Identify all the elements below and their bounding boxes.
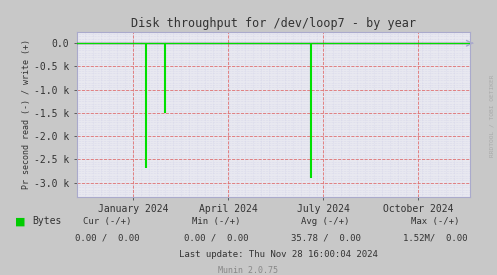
Text: Bytes: Bytes	[32, 216, 62, 226]
Title: Disk throughput for /dev/loop7 - by year: Disk throughput for /dev/loop7 - by year	[131, 17, 416, 31]
Text: Cur (-/+): Cur (-/+)	[83, 217, 131, 226]
Y-axis label: Pr second read (-) / write (+): Pr second read (-) / write (+)	[22, 39, 31, 189]
Text: Min (-/+): Min (-/+)	[192, 217, 241, 226]
Text: RRDTOOL / TOBI OETIKER: RRDTOOL / TOBI OETIKER	[490, 74, 495, 157]
Text: Last update: Thu Nov 28 16:00:04 2024: Last update: Thu Nov 28 16:00:04 2024	[179, 250, 378, 259]
Text: Munin 2.0.75: Munin 2.0.75	[219, 266, 278, 274]
Text: 0.00 /  0.00: 0.00 / 0.00	[184, 233, 248, 242]
Text: 0.00 /  0.00: 0.00 / 0.00	[75, 233, 139, 242]
Text: 35.78 /  0.00: 35.78 / 0.00	[291, 233, 360, 242]
Text: ■: ■	[15, 216, 25, 226]
Text: Avg (-/+): Avg (-/+)	[301, 217, 350, 226]
Text: Max (-/+): Max (-/+)	[411, 217, 459, 226]
Text: 1.52M/  0.00: 1.52M/ 0.00	[403, 233, 467, 242]
